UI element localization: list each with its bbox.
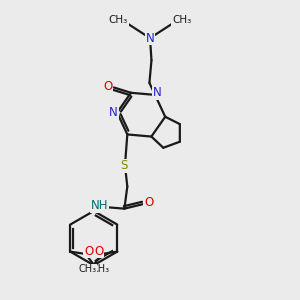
Text: CH₃: CH₃ <box>109 15 128 26</box>
Text: CH₃: CH₃ <box>172 15 191 26</box>
Text: S: S <box>121 160 128 172</box>
Text: N: N <box>109 106 118 119</box>
Text: O: O <box>94 244 104 257</box>
Text: CH₃: CH₃ <box>78 264 96 274</box>
Text: CH₃: CH₃ <box>91 264 110 274</box>
Text: O: O <box>103 80 112 92</box>
Text: NH: NH <box>91 199 108 212</box>
Text: N: N <box>146 32 154 45</box>
Text: O: O <box>144 196 153 209</box>
Text: O: O <box>84 244 93 257</box>
Text: N: N <box>153 86 162 99</box>
